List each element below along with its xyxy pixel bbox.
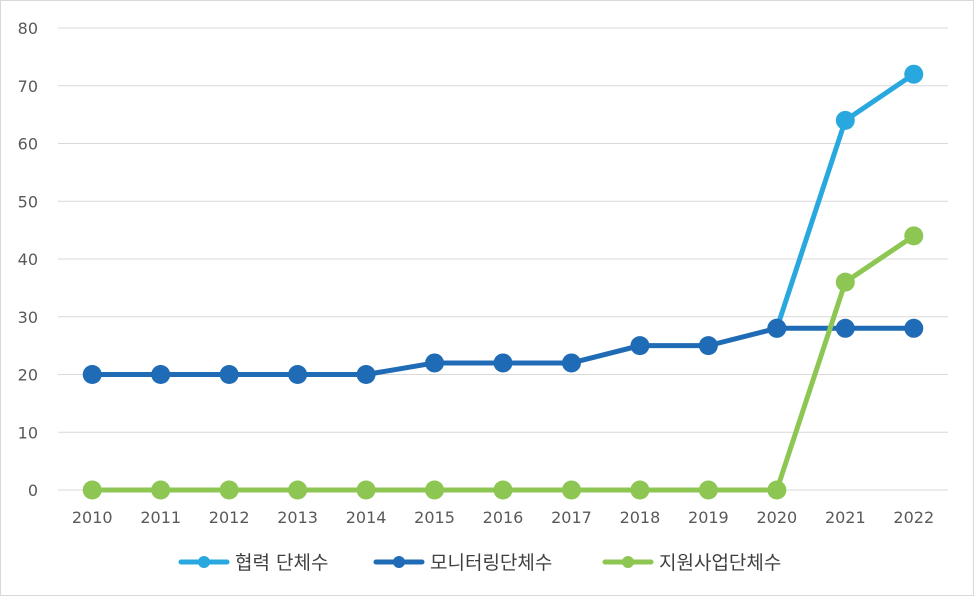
data-point [151, 480, 171, 500]
data-point [630, 336, 650, 356]
data-point [904, 318, 924, 338]
legend-item: 모니터링단체수 [373, 552, 552, 574]
y-tick-label: 70 [18, 77, 38, 96]
legend-point-marker [393, 556, 405, 568]
data-point [767, 480, 787, 500]
data-point [835, 110, 855, 130]
x-tick-label: 2022 [893, 508, 934, 527]
legend-label: 협력 단체수 [235, 552, 328, 574]
y-axis-ticks: 0 10 20 30 40 50 60 70 80 [18, 19, 38, 500]
series-3 [82, 226, 924, 500]
data-point [835, 318, 855, 338]
data-point [493, 353, 513, 373]
data-point [767, 318, 787, 338]
legend-label: 지원사업단체수 [659, 552, 781, 574]
y-tick-label: 0 [28, 481, 38, 500]
data-point [561, 480, 581, 500]
data-point [288, 365, 308, 384]
series-layer [82, 64, 924, 500]
data-point [356, 365, 376, 384]
data-point [288, 480, 308, 500]
x-tick-label: 2013 [277, 508, 318, 527]
x-tick-label: 2017 [551, 508, 592, 527]
data-point [698, 336, 718, 356]
y-tick-label: 50 [18, 192, 38, 211]
data-point [493, 480, 513, 500]
data-point [698, 480, 718, 500]
x-tick-label: 2019 [688, 508, 729, 527]
data-point [151, 365, 171, 384]
y-tick-label: 60 [18, 135, 38, 154]
gridlines [58, 27, 948, 491]
data-point [356, 480, 376, 500]
legend-item: 협력 단체수 [178, 552, 328, 574]
data-point [82, 365, 102, 384]
data-point [561, 353, 581, 373]
data-point [219, 365, 239, 384]
x-tick-label: 2012 [209, 508, 250, 527]
y-tick-label: 10 [18, 423, 38, 442]
x-tick-label: 2020 [756, 508, 797, 527]
data-point [904, 226, 924, 246]
data-point [425, 353, 445, 373]
y-tick-label: 20 [18, 366, 38, 385]
legend: 협력 단체수 모니터링단체수 지원사업단체수 [178, 552, 781, 574]
x-tick-label: 2016 [483, 508, 524, 527]
data-point [82, 480, 102, 500]
x-tick-label: 2014 [346, 508, 387, 527]
data-point [630, 480, 650, 500]
series-2 [82, 318, 924, 384]
legend-point-marker [198, 556, 210, 568]
data-point [425, 480, 445, 500]
x-tick-label: 2011 [140, 508, 181, 527]
data-point [835, 272, 855, 292]
legend-item: 지원사업단체수 [602, 552, 781, 574]
x-tick-label: 2021 [825, 508, 866, 527]
legend-label: 모니터링단체수 [430, 552, 552, 574]
x-tick-label: 2010 [72, 508, 113, 527]
y-tick-label: 80 [18, 19, 38, 38]
x-axis-ticks: 2010 2011 2012 2013 2014 2015 2016 2017 2018 2019… [72, 508, 934, 527]
data-point [219, 480, 239, 500]
y-tick-label: 30 [18, 308, 38, 327]
data-point [904, 64, 924, 84]
x-tick-label: 2015 [414, 508, 455, 527]
y-tick-label: 40 [18, 250, 38, 269]
x-tick-label: 2018 [620, 508, 661, 527]
legend-point-marker [622, 556, 634, 568]
